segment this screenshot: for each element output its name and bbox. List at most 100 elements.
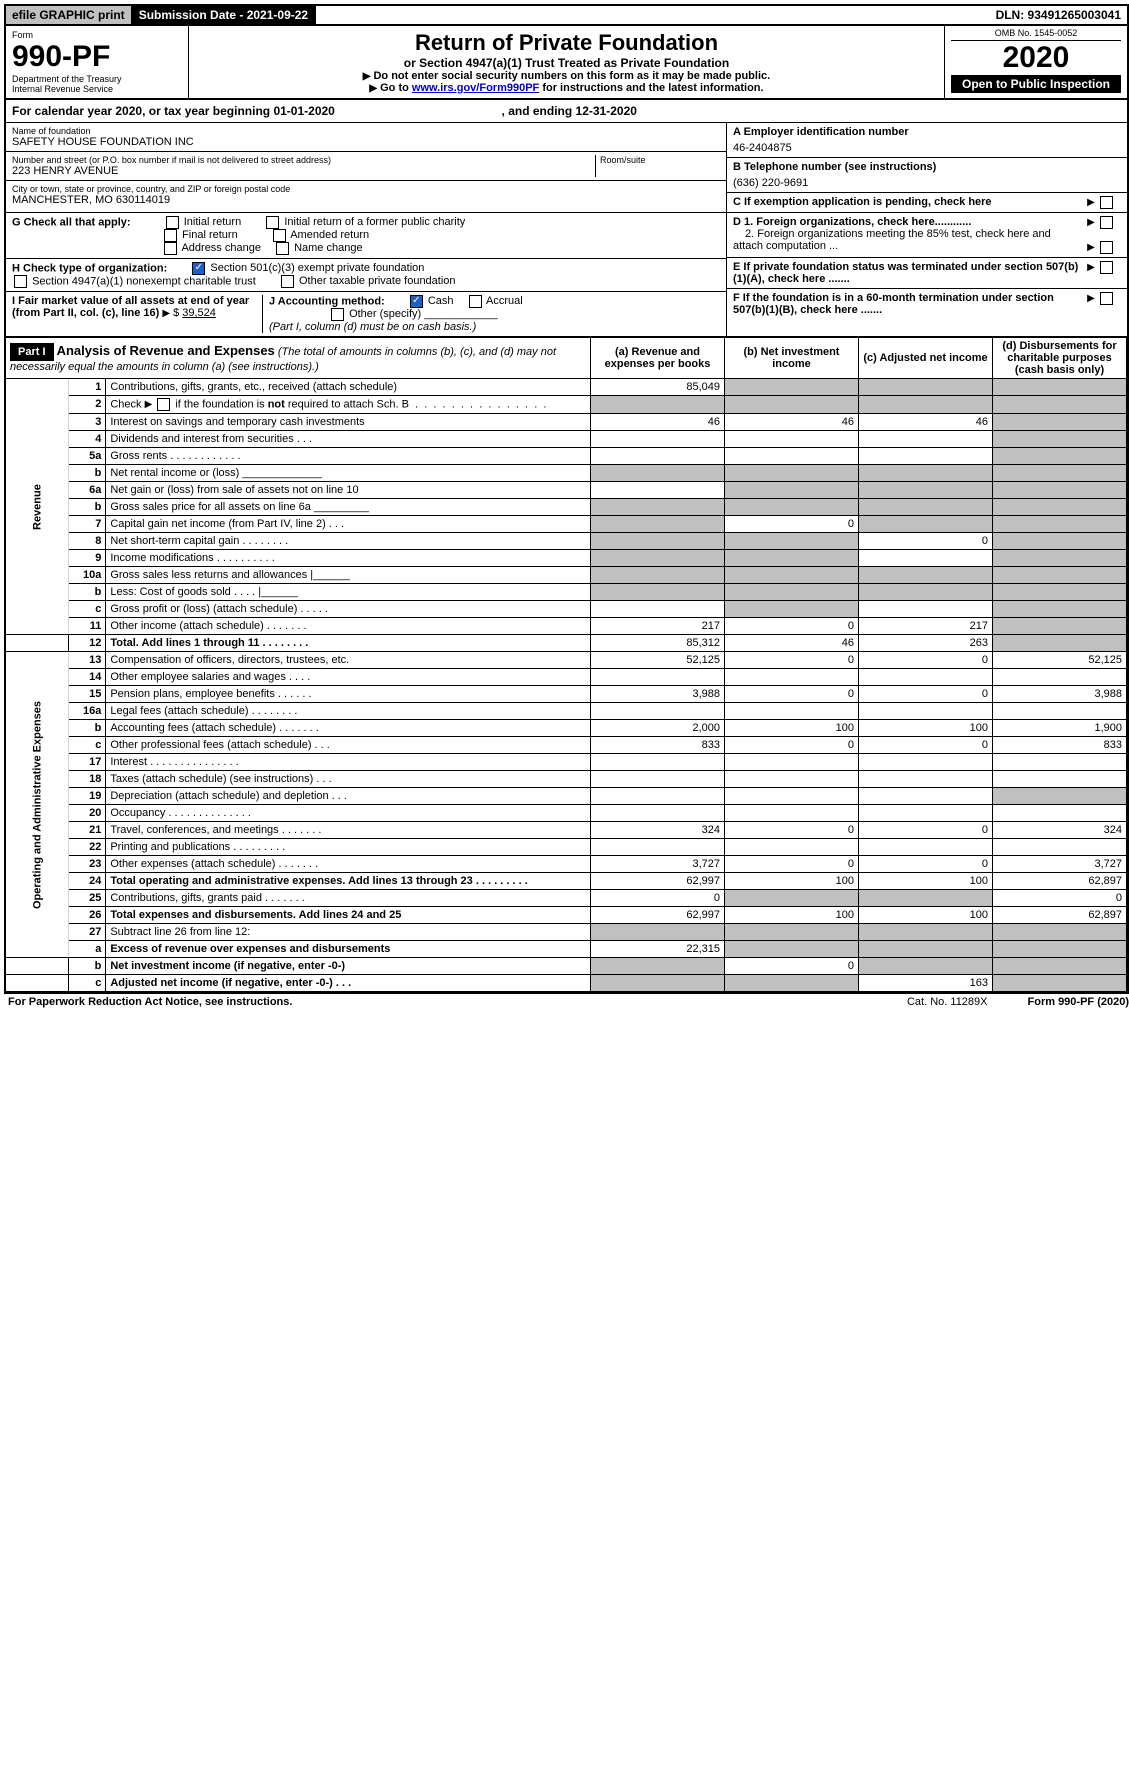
g-initial-former-checkbox[interactable] bbox=[266, 216, 279, 229]
r21-d: Travel, conferences, and meetings . . . … bbox=[106, 822, 591, 839]
dln-label: DLN: 93491265003041 bbox=[990, 6, 1127, 24]
f-checkbox[interactable] bbox=[1100, 292, 1113, 305]
j-label: J Accounting method: bbox=[269, 295, 385, 307]
phone-value: (636) 220-9691 bbox=[733, 173, 1121, 189]
r10c-d: Gross profit or (loss) (attach schedule)… bbox=[106, 601, 591, 618]
j3: Other (specify) bbox=[349, 308, 421, 320]
g3: Final return bbox=[182, 229, 238, 241]
r23-b: 0 bbox=[725, 856, 859, 873]
h-501c3-checkbox[interactable] bbox=[192, 262, 205, 275]
h3: Other taxable private foundation bbox=[299, 275, 456, 287]
f-label: F If the foundation is in a 60-month ter… bbox=[733, 292, 1054, 316]
r27b-b: 0 bbox=[725, 958, 859, 975]
city-state-zip: MANCHESTER, MO 630114019 bbox=[12, 194, 720, 206]
r21-c: 0 bbox=[859, 822, 993, 839]
j-cash-checkbox[interactable] bbox=[410, 295, 423, 308]
g-final-checkbox[interactable] bbox=[164, 229, 177, 242]
r19-d: Depreciation (attach schedule) and deple… bbox=[106, 788, 591, 805]
r5b-d: Net rental income or (loss) ____________… bbox=[106, 465, 591, 482]
r26-b: 100 bbox=[725, 907, 859, 924]
checks-grid: G Check all that apply: Initial return I… bbox=[6, 213, 1127, 337]
dept-1: Department of the Treasury bbox=[12, 74, 182, 84]
g-name-checkbox[interactable] bbox=[276, 242, 289, 255]
d2-label: 2. Foreign organizations meeting the 85%… bbox=[733, 228, 1051, 252]
r8-n: 8 bbox=[69, 533, 106, 550]
h1: Section 501(c)(3) exempt private foundat… bbox=[210, 262, 424, 274]
efile-label[interactable]: efile GRAPHIC print bbox=[6, 6, 133, 24]
r13-d: Compensation of officers, directors, tru… bbox=[106, 652, 591, 669]
g6: Name change bbox=[294, 242, 363, 254]
c-checkbox[interactable] bbox=[1100, 196, 1113, 209]
r16b-b: 100 bbox=[725, 720, 859, 737]
r27c-d: Adjusted net income (if negative, enter … bbox=[110, 977, 351, 989]
r16b-d: Accounting fees (attach schedule) . . . … bbox=[106, 720, 591, 737]
g-address-checkbox[interactable] bbox=[164, 242, 177, 255]
cal-end: 12-31-2020 bbox=[576, 104, 637, 118]
r2-checkbox[interactable] bbox=[157, 398, 170, 411]
r3-c: 46 bbox=[859, 414, 993, 431]
footer-left: For Paperwork Reduction Act Notice, see … bbox=[8, 996, 292, 1008]
r22-n: 22 bbox=[69, 839, 106, 856]
r27b-n: b bbox=[69, 958, 106, 975]
r4-d: Dividends and interest from securities .… bbox=[106, 431, 591, 448]
r11-d: Other income (attach schedule) . . . . .… bbox=[106, 618, 591, 635]
r18-d: Taxes (attach schedule) (see instruction… bbox=[106, 771, 591, 788]
r25-n: 25 bbox=[69, 890, 106, 907]
cal-mid: , and ending bbox=[502, 104, 576, 118]
h-4947-checkbox[interactable] bbox=[14, 275, 27, 288]
r10a-d: Gross sales less returns and allowances … bbox=[106, 567, 591, 584]
col-c-header: (c) Adjusted net income bbox=[859, 338, 993, 379]
r20-d: Occupancy . . . . . . . . . . . . . . bbox=[106, 805, 591, 822]
r8-c: 0 bbox=[859, 533, 993, 550]
revenue-side-label: Revenue bbox=[6, 379, 69, 635]
form-container: efile GRAPHIC print Submission Date - 20… bbox=[4, 4, 1129, 994]
r4-n: 4 bbox=[69, 431, 106, 448]
omb-number: OMB No. 1545-0052 bbox=[951, 28, 1121, 41]
r1-d: Contributions, gifts, grants, etc., rece… bbox=[106, 379, 591, 396]
r6a-n: 6a bbox=[69, 482, 106, 499]
j-other-checkbox[interactable] bbox=[331, 308, 344, 321]
r5a-n: 5a bbox=[69, 448, 106, 465]
r11-c: 217 bbox=[859, 618, 993, 635]
r26-c: 100 bbox=[859, 907, 993, 924]
r13-n: 13 bbox=[69, 652, 106, 669]
r16c-n: c bbox=[69, 737, 106, 754]
r13-a: 52,125 bbox=[591, 652, 725, 669]
identity-grid: Name of foundation SAFETY HOUSE FOUNDATI… bbox=[6, 123, 1127, 213]
r15-c: 0 bbox=[859, 686, 993, 703]
r13-c: 0 bbox=[859, 652, 993, 669]
instructions-link[interactable]: www.irs.gov/Form990PF bbox=[412, 82, 539, 94]
r12-n: 12 bbox=[69, 635, 106, 652]
r26-a: 62,997 bbox=[591, 907, 725, 924]
j-accrual-checkbox[interactable] bbox=[469, 295, 482, 308]
h-other-checkbox[interactable] bbox=[281, 275, 294, 288]
cal-begin: 01-01-2020 bbox=[273, 104, 334, 118]
g-initial-checkbox[interactable] bbox=[166, 216, 179, 229]
r23-c: 0 bbox=[859, 856, 993, 873]
e-checkbox[interactable] bbox=[1100, 261, 1113, 274]
form-header: Form 990-PF Department of the Treasury I… bbox=[6, 26, 1127, 100]
r15-d: Pension plans, employee benefits . . . .… bbox=[106, 686, 591, 703]
r1-n: 1 bbox=[69, 379, 106, 396]
r5a-d: Gross rents . . . . . . . . . . . . bbox=[106, 448, 591, 465]
r15-n: 15 bbox=[69, 686, 106, 703]
r21-dd: 324 bbox=[993, 822, 1127, 839]
footer-mid: Cat. No. 11289X bbox=[907, 996, 988, 1008]
r21-n: 21 bbox=[69, 822, 106, 839]
r10a-n: 10a bbox=[69, 567, 106, 584]
bullet-2: Go to www.irs.gov/Form990PF for instruct… bbox=[195, 82, 938, 94]
footer-row: For Paperwork Reduction Act Notice, see … bbox=[4, 994, 1129, 1010]
footer-right: Form 990-PF (2020) bbox=[1028, 996, 1129, 1008]
r6b-n: b bbox=[69, 499, 106, 516]
h-label: H Check type of organization: bbox=[12, 262, 167, 274]
d1-checkbox[interactable] bbox=[1100, 216, 1113, 229]
r17-d: Interest . . . . . . . . . . . . . . . bbox=[106, 754, 591, 771]
g-amended-checkbox[interactable] bbox=[273, 229, 286, 242]
r14-n: 14 bbox=[69, 669, 106, 686]
r21-b: 0 bbox=[725, 822, 859, 839]
r27a-a: 22,315 bbox=[591, 941, 725, 958]
form-title: Return of Private Foundation bbox=[195, 30, 938, 56]
d2-checkbox[interactable] bbox=[1100, 241, 1113, 254]
ein-label: A Employer identification number bbox=[733, 126, 1121, 138]
r7-d: Capital gain net income (from Part IV, l… bbox=[106, 516, 591, 533]
